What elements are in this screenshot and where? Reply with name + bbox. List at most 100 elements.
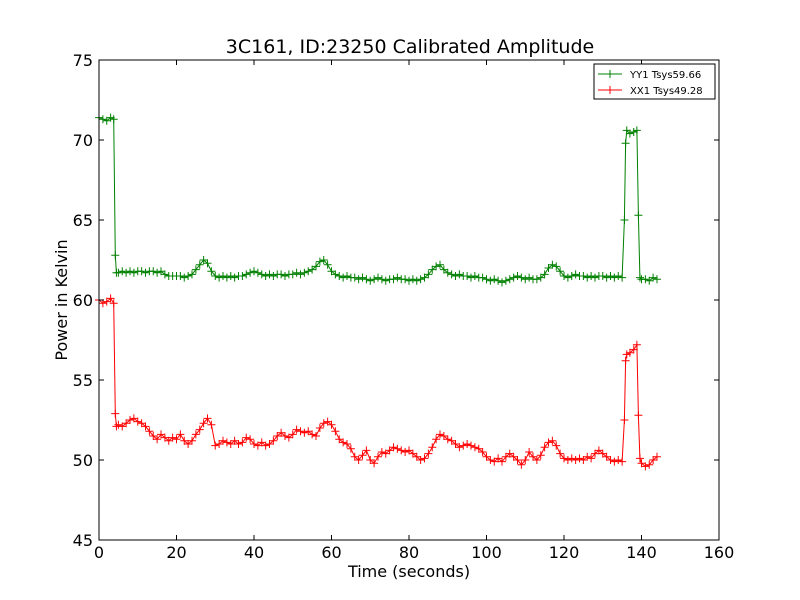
data-point: [358, 273, 367, 282]
data-point: [312, 432, 320, 440]
data-point: [482, 452, 491, 461]
data-point: [137, 419, 146, 428]
data-point: [257, 438, 266, 447]
data-point: [641, 462, 650, 471]
x-tick-label: 120: [549, 543, 580, 562]
data-point: [354, 275, 363, 284]
data-point: [281, 432, 289, 440]
data-point: [188, 436, 196, 445]
data-point: [563, 456, 572, 464]
data-point: [563, 273, 572, 282]
x-tick-label: 40: [244, 543, 264, 562]
data-point: [292, 268, 301, 277]
data-point: [98, 115, 107, 124]
data-point: [331, 427, 340, 436]
data-point: [432, 262, 441, 271]
data-point: [467, 273, 475, 282]
data-point: [513, 272, 522, 280]
data-point: [300, 268, 309, 277]
data-point: [350, 452, 359, 461]
data-point: [109, 299, 118, 308]
data-point: [199, 419, 208, 428]
data-point: [300, 428, 309, 437]
data-point: [556, 449, 565, 458]
data-point: [532, 275, 541, 284]
y-tick-label: 55: [73, 371, 93, 390]
data-point: [215, 273, 224, 282]
data-point: [455, 443, 464, 452]
x-tick-label: 140: [626, 543, 657, 562]
data-point: [540, 443, 549, 452]
data-point: [106, 294, 115, 303]
data-point: [451, 440, 460, 448]
data-point: [474, 444, 483, 453]
data-point: [312, 262, 320, 271]
data-point: [362, 446, 371, 455]
data-point: [632, 126, 641, 135]
data-point: [637, 459, 646, 468]
data-point: [645, 276, 654, 285]
data-point: [315, 424, 324, 432]
data-point: [211, 441, 220, 450]
data-point: [141, 422, 150, 431]
data-point: [153, 268, 162, 277]
data-point: [191, 430, 200, 439]
data-point: [327, 420, 336, 429]
legend-label: YY1 Tsys59.66: [629, 70, 701, 81]
data-point: [567, 454, 576, 463]
data-point: [319, 256, 328, 264]
data-point: [408, 275, 417, 284]
x-tick-label: 80: [399, 543, 419, 562]
data-point: [242, 433, 251, 442]
data-point: [366, 456, 375, 464]
data-point: [350, 273, 359, 282]
data-point: [610, 273, 619, 282]
data-point: [621, 356, 630, 365]
data-point: [490, 457, 499, 466]
data-point: [525, 273, 534, 282]
data-point: [420, 454, 429, 463]
data-point: [420, 273, 429, 282]
data-point: [250, 267, 258, 276]
data-point: [114, 420, 123, 429]
data-point: [203, 414, 212, 423]
data-point: [109, 115, 118, 124]
data-point: [509, 273, 518, 282]
data-point: [191, 265, 200, 274]
data-point: [122, 268, 131, 277]
data-point: [641, 275, 650, 284]
data-point: [253, 441, 262, 450]
data-point: [207, 267, 216, 276]
data-point: [620, 216, 629, 224]
data-point: [277, 428, 286, 437]
data-point: [591, 273, 599, 282]
data-point: [634, 411, 643, 420]
data-point: [470, 272, 479, 280]
data-point: [111, 409, 120, 418]
data-point: [587, 272, 596, 280]
data-point: [381, 276, 390, 285]
data-point: [172, 435, 181, 444]
data-point: [339, 273, 348, 282]
data-point: [505, 449, 514, 458]
data-point: [618, 273, 627, 282]
data-point: [560, 454, 568, 463]
data-point: [602, 452, 611, 461]
data-point: [393, 273, 402, 282]
data-point: [339, 438, 348, 447]
data-point: [269, 272, 278, 280]
data-point: [215, 440, 224, 448]
data-point: [606, 456, 615, 464]
data-point: [261, 441, 270, 450]
data-point: [145, 427, 154, 436]
data-point: [129, 414, 138, 423]
data-point: [447, 270, 456, 279]
data-point: [436, 430, 444, 439]
data-point: [164, 436, 173, 445]
data-point: [447, 436, 456, 445]
data-point: [571, 270, 580, 279]
data-point: [389, 275, 398, 284]
x-tick-label: 0: [94, 543, 104, 562]
data-point: [381, 449, 390, 458]
